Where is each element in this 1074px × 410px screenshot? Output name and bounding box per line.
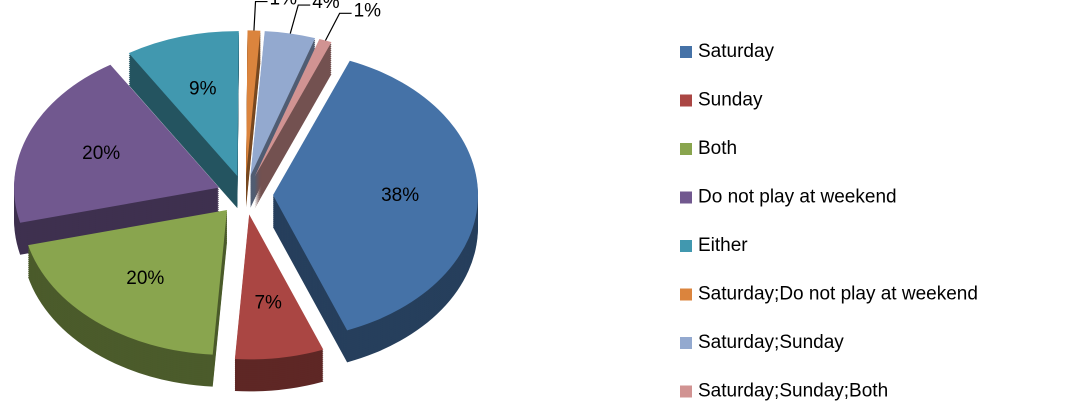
legend-label: Saturday: [698, 41, 775, 62]
legend-swatch: [680, 94, 692, 107]
data-label: 1%: [270, 0, 298, 10]
legend-swatch: [680, 385, 692, 398]
slice: [250, 31, 316, 176]
data-label: 20%: [126, 268, 164, 289]
legend-label: Both: [698, 138, 737, 159]
data-label: 4%: [312, 0, 340, 13]
slice: [28, 210, 228, 355]
legend-label: Do not play at weekend: [698, 187, 897, 208]
slice: [234, 214, 324, 360]
slice: [272, 60, 478, 331]
slice: [254, 39, 332, 177]
legend-swatch: [680, 288, 692, 301]
slice: [246, 30, 261, 176]
data-label: 1%: [354, 0, 382, 21]
data-label: 20%: [82, 143, 120, 164]
legend-label: Saturday;Sunday;Both: [698, 381, 888, 402]
legend-swatch: [680, 240, 692, 252]
slice: [128, 31, 239, 177]
slice: [14, 64, 220, 223]
data-label: 38%: [381, 185, 419, 206]
data-label: 9%: [189, 79, 217, 100]
leader-line: [253, 0, 268, 31]
legend-label: Sunday: [698, 90, 763, 111]
legend-label: Either: [698, 235, 748, 256]
legend-swatch: [680, 191, 692, 204]
leader-line: [289, 4, 311, 34]
data-label: 7%: [254, 292, 282, 313]
legend-swatch: [680, 143, 692, 155]
legend-swatch: [680, 46, 692, 58]
legend-swatch: [680, 337, 692, 349]
legend-label: Saturday;Do not play at weekend: [698, 284, 978, 305]
legend-label: Saturday;Sunday: [698, 332, 844, 353]
leader-line: [324, 12, 352, 41]
